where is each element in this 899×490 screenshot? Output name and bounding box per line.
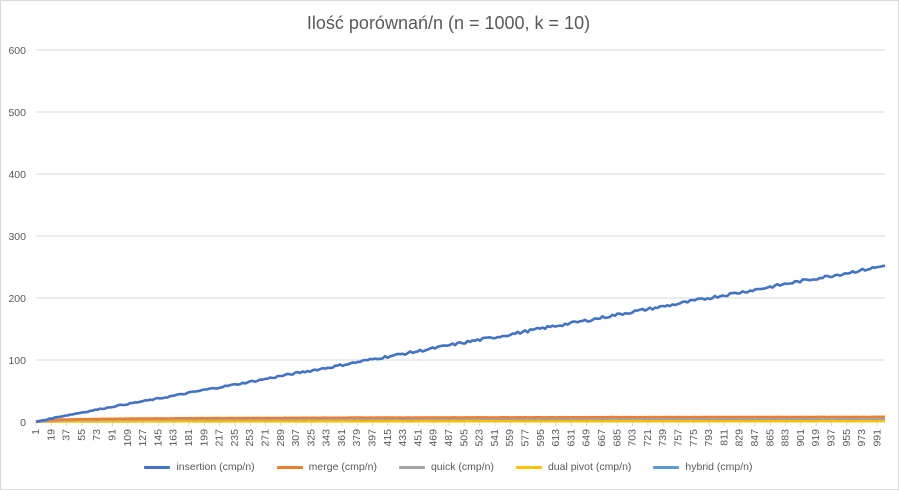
x-tick-label: 325 bbox=[305, 429, 317, 447]
series-line-merge bbox=[35, 415, 886, 423]
legend-swatch bbox=[144, 465, 171, 469]
x-tick-label: 163 bbox=[168, 429, 180, 447]
x-tick-label: 703 bbox=[627, 429, 639, 447]
x-tick-label: 199 bbox=[198, 429, 210, 447]
x-tick-label: 541 bbox=[489, 429, 501, 447]
x-tick-label: 865 bbox=[764, 429, 776, 447]
x-tick-label: 829 bbox=[734, 429, 746, 447]
x-tick-label: 379 bbox=[351, 429, 363, 447]
legend-label: dual pivot (cmp/n) bbox=[547, 461, 632, 473]
x-tick-label: 757 bbox=[672, 429, 684, 447]
x-tick-label: 595 bbox=[535, 429, 547, 447]
y-tick-label: 0 bbox=[20, 417, 26, 429]
x-tick-label: 991 bbox=[871, 429, 883, 447]
x-tick-label: 739 bbox=[657, 429, 669, 447]
legend-item: insertion (cmp/n) bbox=[144, 461, 255, 473]
x-tick-label: 973 bbox=[856, 429, 868, 447]
x-tick-label: 649 bbox=[581, 429, 593, 447]
x-tick-label: 37 bbox=[61, 429, 73, 441]
x-tick-label: 919 bbox=[810, 429, 822, 447]
x-tick-label: 775 bbox=[688, 429, 700, 447]
x-tick-label: 1 bbox=[30, 429, 42, 435]
legend-label: merge (cmp/n) bbox=[308, 461, 377, 473]
x-tick-label: 577 bbox=[520, 429, 532, 447]
x-tick-label: 307 bbox=[290, 429, 302, 447]
x-tick-label: 415 bbox=[382, 429, 394, 447]
legend-item: merge (cmp/n) bbox=[276, 461, 377, 473]
x-tick-label: 505 bbox=[458, 429, 470, 447]
y-tick-label: 500 bbox=[8, 107, 26, 119]
x-tick-label: 847 bbox=[749, 429, 761, 447]
legend-swatch bbox=[276, 465, 303, 469]
x-tick-label: 487 bbox=[443, 429, 455, 447]
x-axis-tick-labels: 1 19 37 55 73 91 109 127 145 163 181 199 217 235 253 27… bbox=[30, 422, 883, 447]
y-tick-label: 100 bbox=[8, 355, 26, 367]
legend-swatch bbox=[515, 465, 542, 469]
x-tick-label: 73 bbox=[91, 429, 103, 441]
y-tick-label: 200 bbox=[8, 293, 26, 305]
gridlines bbox=[36, 49, 885, 361]
x-tick-label: 433 bbox=[397, 429, 409, 447]
x-tick-label: 289 bbox=[275, 429, 287, 447]
x-tick-label: 91 bbox=[106, 429, 118, 441]
legend-swatch bbox=[398, 465, 425, 469]
series-lines bbox=[35, 264, 886, 423]
x-tick-label: 145 bbox=[152, 429, 164, 447]
series-line-dual-pivot bbox=[35, 419, 885, 423]
x-tick-label: 631 bbox=[565, 429, 577, 447]
y-tick-label: 300 bbox=[8, 231, 26, 243]
legend-item: quick (cmp/n) bbox=[398, 461, 494, 473]
x-tick-label: 361 bbox=[336, 429, 348, 447]
x-tick-label: 685 bbox=[611, 429, 623, 447]
x-tick-label: 127 bbox=[137, 429, 149, 447]
x-tick-label: 109 bbox=[122, 429, 134, 447]
legend: insertion (cmp/n) merge (cmp/n) quick (cmp… bbox=[0, 461, 897, 473]
x-tick-label: 937 bbox=[825, 429, 837, 447]
x-tick-label: 667 bbox=[596, 429, 608, 447]
x-tick-label: 343 bbox=[321, 429, 333, 447]
y-axis-tick-labels: 0 100 200 300 400 500 600 bbox=[8, 45, 26, 429]
x-tick-label: 235 bbox=[229, 429, 241, 447]
x-tick-label: 955 bbox=[841, 429, 853, 447]
x-tick-label: 721 bbox=[642, 429, 654, 447]
legend-label: hybrid (cmp/n) bbox=[685, 461, 753, 473]
series-line-insertion bbox=[35, 264, 886, 423]
x-tick-label: 469 bbox=[428, 429, 440, 447]
legend-item: hybrid (cmp/n) bbox=[653, 461, 753, 473]
x-tick-label: 523 bbox=[474, 429, 486, 447]
x-tick-label: 19 bbox=[45, 429, 57, 441]
legend-swatch bbox=[653, 465, 680, 469]
y-tick-label: 600 bbox=[8, 45, 26, 57]
chart-title: Ilość porównań/n (n = 1000, k = 10) bbox=[306, 13, 591, 33]
x-tick-label: 901 bbox=[795, 429, 807, 447]
x-tick-label: 181 bbox=[183, 429, 195, 447]
x-tick-label: 613 bbox=[550, 429, 562, 447]
x-tick-label: 397 bbox=[367, 429, 379, 447]
x-tick-label: 883 bbox=[780, 429, 792, 447]
x-tick-label: 271 bbox=[259, 429, 271, 447]
legend-item: dual pivot (cmp/n) bbox=[515, 461, 632, 473]
x-tick-label: 559 bbox=[504, 429, 516, 447]
x-tick-label: 811 bbox=[718, 429, 730, 446]
x-tick-label: 793 bbox=[703, 429, 715, 447]
legend-label: insertion (cmp/n) bbox=[176, 461, 255, 473]
x-tick-label: 55 bbox=[76, 429, 88, 441]
x-tick-label: 253 bbox=[244, 429, 256, 447]
x-tick-label: 217 bbox=[214, 429, 226, 447]
y-tick-label: 400 bbox=[8, 169, 26, 181]
x-tick-label: 451 bbox=[412, 429, 424, 447]
legend-label: quick (cmp/n) bbox=[430, 461, 494, 473]
